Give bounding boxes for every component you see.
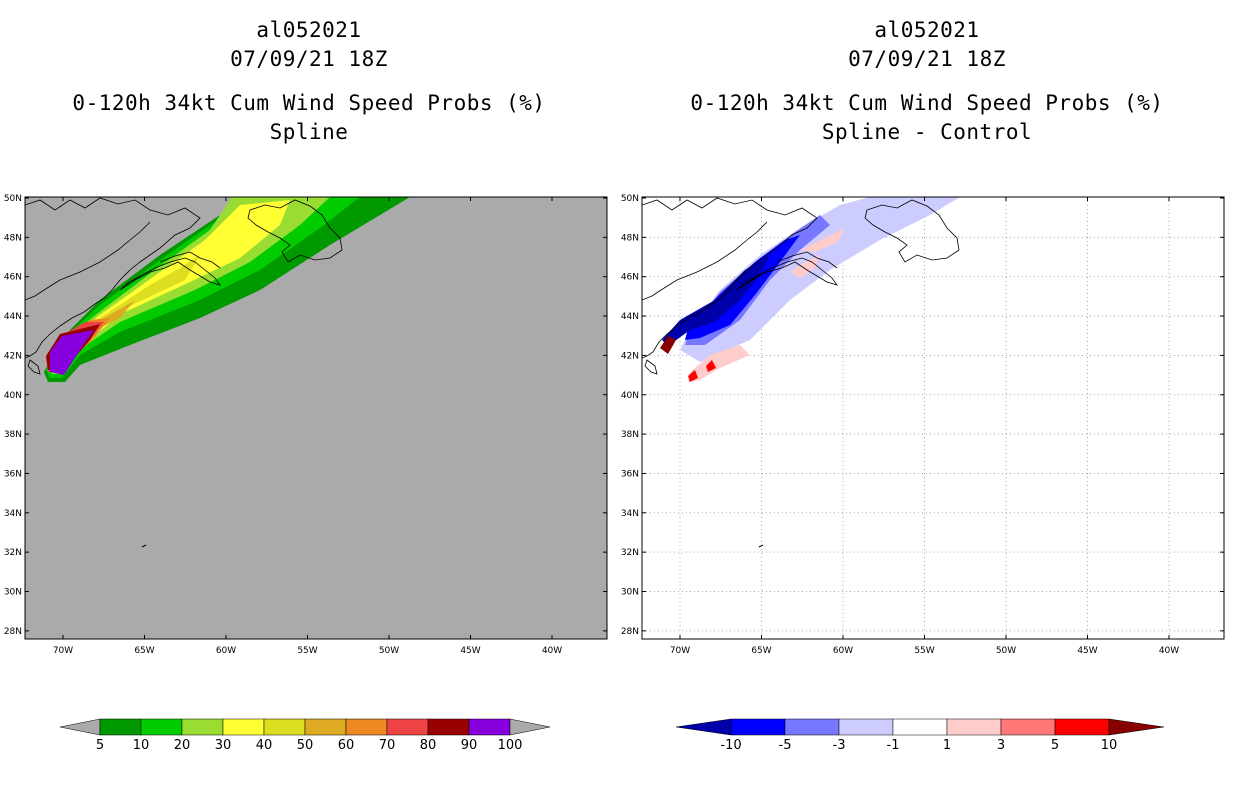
left-prob-field [44, 197, 410, 382]
colorbar-label: 20 [174, 738, 191, 753]
lat-label: 48N [621, 233, 639, 243]
lat-label: 30N [621, 588, 639, 598]
lat-label: 42N [4, 351, 22, 361]
right-product: 0-120h 34kt Cum Wind Speed Probs (%) [690, 91, 1164, 115]
colorbar-swatch [784, 718, 840, 736]
lat-label: 32N [621, 548, 639, 558]
colorbar-label: 1 [943, 738, 951, 753]
colorbar-swatch [140, 718, 183, 736]
left-subtitle: Spline [269, 120, 349, 144]
lon-label: 70W [53, 646, 73, 656]
colorbar-right-arrow [509, 718, 551, 736]
right-map: 50N 48N 46N 44N 42N 40N 38N 36N 34N 32N 30N 28N 70W 6… [621, 194, 1225, 656]
colorbar-swatch [427, 718, 470, 736]
lat-label: 46N [621, 273, 639, 283]
lat-label: 34N [4, 509, 22, 519]
colorbar-swatch [345, 718, 388, 736]
lat-label: 46N [4, 273, 22, 283]
colorbar-swatch [946, 718, 1002, 736]
colorbar-left-arrow [675, 718, 732, 736]
colorbar-label: 100 [498, 738, 523, 753]
colorbar-label: 3 [997, 738, 1005, 753]
lon-label: 60W [216, 646, 236, 656]
colorbar-swatch [730, 718, 786, 736]
lon-label: 40W [542, 646, 562, 656]
colorbar-label: 60 [338, 738, 355, 753]
lat-label: 44N [4, 312, 22, 322]
lon-label: 70W [670, 646, 690, 656]
right-datetime: 07/09/21 18Z [848, 47, 1006, 71]
lat-label: 36N [621, 469, 639, 479]
lon-label: 55W [914, 646, 934, 656]
lat-label: 44N [621, 312, 639, 322]
lat-label: 42N [621, 351, 639, 361]
lat-label: 40N [4, 391, 22, 401]
colorbar-label: 10 [133, 738, 150, 753]
lon-label: 60W [833, 646, 853, 656]
lon-label: 65W [751, 646, 771, 656]
left-axis-ticks: 50N 48N 46N 44N 42N 40N 38N 36N 34N 32N 30N 28N 70W 6… [4, 194, 607, 656]
lat-label: 50N [621, 194, 639, 204]
colorbar-label: 30 [215, 738, 232, 753]
lon-label: 45W [1077, 646, 1097, 656]
colorbar-swatch [892, 718, 948, 736]
right-storm-id: al052021 [874, 18, 980, 42]
colorbar-swatch [468, 718, 511, 736]
lat-label: 38N [4, 430, 22, 440]
lat-label: 50N [4, 194, 22, 204]
lat-label: 36N [4, 469, 22, 479]
lat-label: 38N [621, 430, 639, 440]
colorbar-label: 50 [297, 738, 314, 753]
colorbar-left-arrow [59, 718, 101, 736]
left-title: al052021 07/09/21 18Z 0-120h 34kt Cum Wi… [0, 16, 618, 147]
colorbar-swatch [263, 718, 306, 736]
lat-label: 32N [4, 548, 22, 558]
colorbar-swatch [304, 718, 347, 736]
colorbar-swatch [181, 718, 224, 736]
colorbar-label: -10 [720, 738, 741, 753]
colorbar-swatch [1054, 718, 1110, 736]
lon-label: 55W [297, 646, 317, 656]
lon-label: 65W [134, 646, 154, 656]
colorbar-swatch [386, 718, 429, 736]
right-map-background [642, 197, 1224, 639]
colorbar-swatch [1000, 718, 1056, 736]
colorbar-swatch [838, 718, 894, 736]
right-axis-ticks: 50N 48N 46N 44N 42N 40N 38N 36N 34N 32N 30N 28N 70W 6… [621, 194, 1224, 656]
left-map: 50N 48N 46N 44N 42N 40N 38N 36N 34N 32N 30N 28N 70W 6… [4, 194, 608, 656]
colorbar-label: -1 [887, 738, 900, 753]
colorbar-label: 80 [420, 738, 437, 753]
lat-label: 40N [621, 391, 639, 401]
left-colorbar: 5 10 20 30 40 50 60 70 80 90 100 [59, 718, 551, 753]
left-storm-id: al052021 [256, 18, 362, 42]
colorbar-label: 5 [1051, 738, 1059, 753]
colorbar-label: 70 [379, 738, 396, 753]
colorbar-label: 5 [96, 738, 104, 753]
lon-label: 50W [379, 646, 399, 656]
right-diff-field [660, 197, 960, 382]
colorbar-swatch [222, 718, 265, 736]
left-datetime: 07/09/21 18Z [230, 47, 388, 71]
lon-label: 40W [1159, 646, 1179, 656]
colorbar-label: 10 [1101, 738, 1118, 753]
lat-label: 28N [621, 627, 639, 637]
left-product: 0-120h 34kt Cum Wind Speed Probs (%) [72, 91, 546, 115]
lon-label: 50W [996, 646, 1016, 656]
left-map-background [25, 197, 607, 639]
colorbar-label: -3 [833, 738, 846, 753]
colorbar-right-arrow [1108, 718, 1165, 736]
lat-label: 48N [4, 233, 22, 243]
right-title: al052021 07/09/21 18Z 0-120h 34kt Cum Wi… [618, 16, 1236, 147]
colorbar-label: 90 [461, 738, 478, 753]
lat-label: 30N [4, 588, 22, 598]
lat-label: 28N [4, 627, 22, 637]
lat-label: 34N [621, 509, 639, 519]
colorbar-swatch [99, 718, 142, 736]
right-subtitle: Spline - Control [821, 120, 1033, 144]
lon-label: 45W [460, 646, 480, 656]
right-colorbar: -10 -5 -3 -1 1 3 5 10 [675, 718, 1165, 753]
colorbar-label: 40 [256, 738, 273, 753]
colorbar-label: -5 [779, 738, 792, 753]
